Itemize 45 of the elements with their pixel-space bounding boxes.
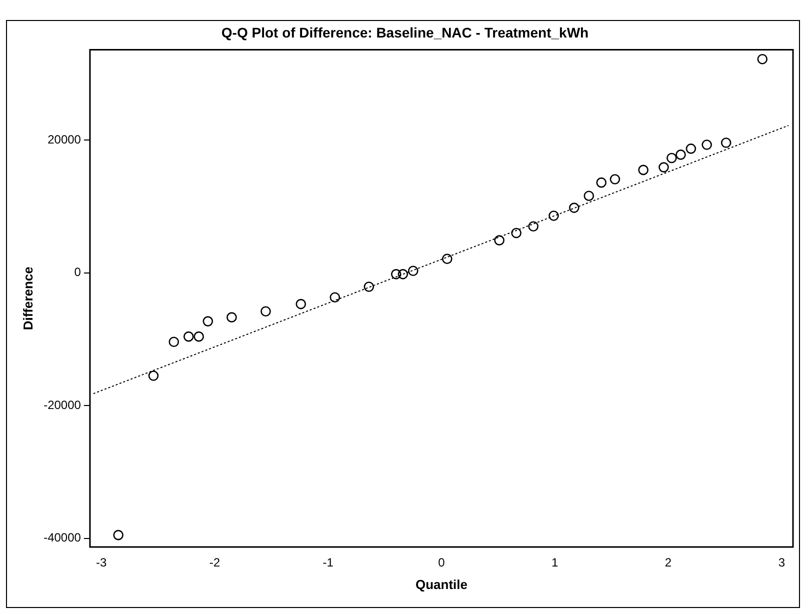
y-tick-label: 20000 — [48, 132, 82, 146]
point — [226, 312, 237, 322]
point — [702, 140, 712, 150]
x-tick-label: -1 — [322, 556, 334, 570]
x-axis-title: Quantile — [415, 576, 468, 592]
point — [194, 331, 204, 342]
x-tick-label: 1 — [552, 556, 559, 570]
point — [676, 150, 686, 160]
y-tick-label: -20000 — [44, 398, 82, 412]
point — [202, 316, 214, 326]
x-tick-label: 2 — [664, 556, 672, 570]
point — [296, 298, 306, 310]
x-tick-label: 3 — [778, 556, 786, 570]
y-tick-label: -40000 — [44, 530, 82, 545]
point — [569, 202, 580, 213]
point — [113, 530, 124, 540]
point — [364, 282, 374, 292]
point — [666, 152, 677, 164]
point — [548, 210, 559, 221]
y-axis-title: Difference — [20, 266, 36, 330]
point — [494, 235, 504, 246]
point — [596, 177, 607, 188]
x-tick-label: 0 — [438, 556, 446, 570]
point — [511, 228, 522, 238]
point — [398, 269, 408, 280]
y-tick-label: 0 — [74, 265, 82, 280]
x-tick-label: -2 — [209, 556, 220, 570]
point — [720, 138, 732, 148]
point — [260, 306, 271, 316]
point — [638, 164, 648, 176]
point — [168, 336, 180, 348]
point — [584, 190, 594, 201]
point — [658, 162, 669, 172]
point — [528, 221, 538, 232]
point — [610, 174, 620, 184]
point — [390, 269, 402, 280]
point — [148, 370, 159, 381]
point — [757, 54, 768, 64]
point — [686, 144, 696, 154]
chart-title: Q-Q Plot of Difference: Baseline_NAC - Treatment_kWh — [221, 24, 589, 40]
x-tick-label: -3 — [96, 556, 107, 570]
point — [408, 266, 418, 276]
point — [183, 331, 194, 342]
point — [330, 292, 340, 303]
point — [442, 254, 452, 264]
